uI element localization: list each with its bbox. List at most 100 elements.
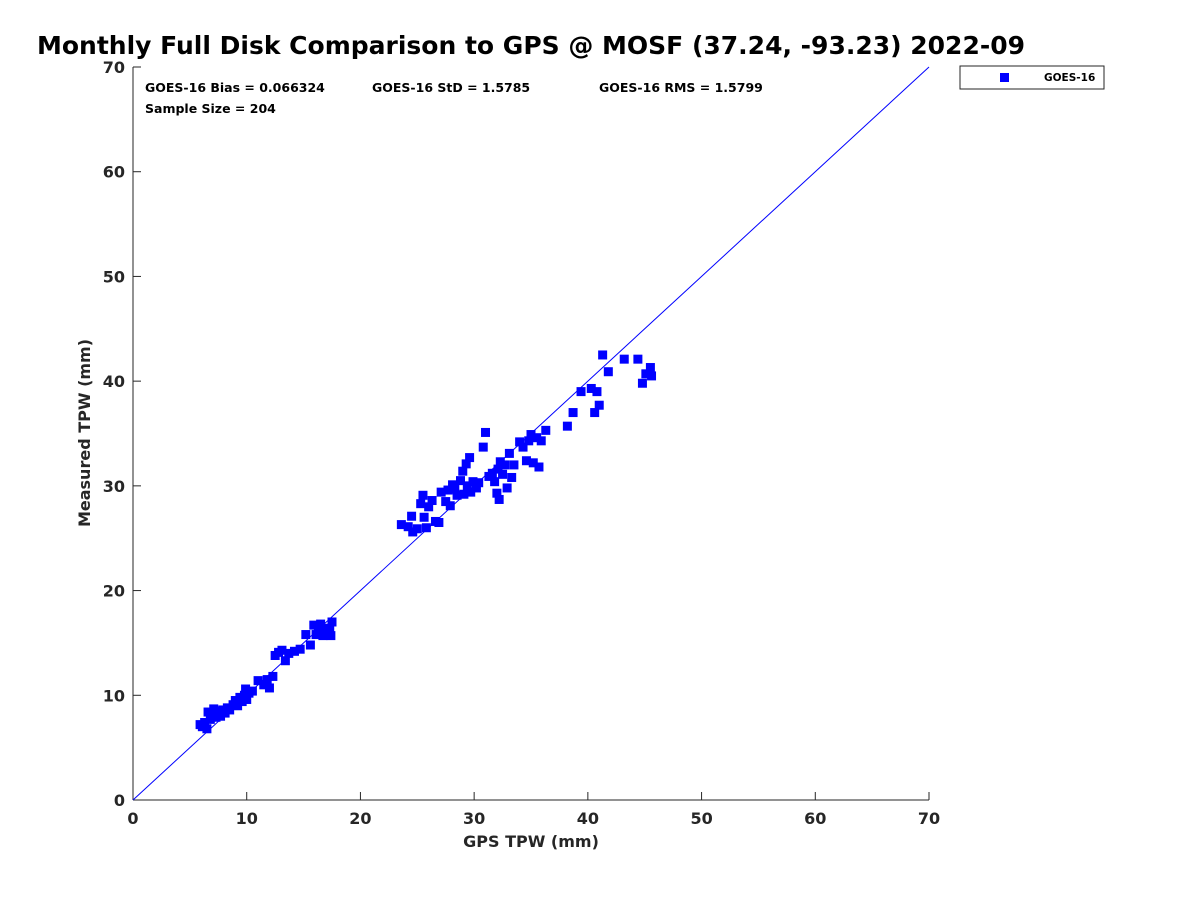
- y-tick-label: 30: [103, 477, 125, 496]
- data-point: [474, 478, 484, 488]
- data-point: [216, 711, 226, 721]
- data-point: [262, 675, 272, 685]
- data-point: [502, 483, 512, 493]
- data-point: [305, 640, 315, 650]
- bias-annotation: GOES-16 Bias = 0.066324: [145, 80, 325, 95]
- data-point: [526, 430, 536, 440]
- std-annotation: GOES-16 StD = 1.5785: [372, 80, 530, 95]
- data-point: [202, 724, 212, 734]
- data-point: [562, 421, 572, 431]
- legend-label: GOES-16: [1044, 72, 1095, 84]
- y-tick-label: 10: [103, 686, 125, 705]
- y-tick-label: 50: [103, 267, 125, 286]
- data-point: [528, 458, 538, 468]
- x-tick-label: 40: [577, 809, 599, 828]
- data-point: [445, 501, 455, 511]
- data-point: [532, 433, 542, 443]
- data-point: [320, 623, 330, 633]
- data-point: [534, 462, 544, 472]
- data-point: [458, 466, 468, 476]
- data-point: [576, 387, 586, 397]
- data-point: [495, 457, 505, 467]
- data-point: [230, 696, 240, 706]
- x-tick-label: 30: [463, 809, 485, 828]
- y-ticks: 0 10 20 30 40 50 60 70: [103, 58, 141, 810]
- data-point: [450, 484, 460, 494]
- data-point: [455, 476, 465, 486]
- data-point: [205, 714, 215, 724]
- data-point: [452, 490, 462, 500]
- data-point: [637, 378, 647, 388]
- data-point: [459, 489, 469, 499]
- data-point: [500, 460, 510, 470]
- data-point: [259, 680, 269, 690]
- data-point: [515, 437, 525, 447]
- data-point: [568, 408, 578, 418]
- data-point: [434, 518, 444, 528]
- data-point: [225, 705, 235, 715]
- data-point: [586, 383, 596, 393]
- data-point: [465, 453, 475, 463]
- x-tick-label: 70: [918, 809, 940, 828]
- x-tick-label: 0: [127, 809, 138, 828]
- data-point: [619, 354, 629, 364]
- data-point: [408, 527, 418, 537]
- data-point: [242, 694, 252, 704]
- data-point: [284, 648, 294, 658]
- data-points: [195, 350, 657, 734]
- data-point: [326, 631, 336, 641]
- data-point: [641, 369, 651, 379]
- data-point: [466, 487, 476, 497]
- data-point: [309, 620, 319, 630]
- rms-annotation: GOES-16 RMS = 1.5799: [599, 80, 763, 95]
- x-tick-label: 20: [349, 809, 371, 828]
- data-point: [424, 502, 434, 512]
- data-point: [493, 464, 503, 474]
- data-point: [471, 483, 481, 493]
- data-point: [264, 683, 274, 693]
- data-point: [318, 631, 328, 641]
- data-point: [403, 522, 413, 532]
- data-point: [237, 697, 247, 707]
- x-tick-label: 50: [690, 809, 712, 828]
- data-point: [427, 496, 437, 506]
- data-point: [507, 472, 517, 482]
- legend-marker: [1000, 73, 1009, 82]
- data-point: [504, 448, 514, 458]
- data-point: [487, 468, 497, 478]
- data-point: [253, 676, 263, 686]
- data-point: [518, 442, 528, 452]
- data-point: [541, 425, 551, 435]
- chart-title: Monthly Full Disk Comparison to GPS @ MO…: [37, 31, 1025, 60]
- data-point: [203, 707, 213, 717]
- data-point: [436, 487, 446, 497]
- data-point: [316, 619, 326, 629]
- data-point: [289, 646, 299, 656]
- data-point: [327, 617, 337, 627]
- x-tick-label: 60: [804, 809, 826, 828]
- data-point: [468, 477, 478, 487]
- data-point: [421, 523, 431, 533]
- y-tick-label: 60: [103, 163, 125, 182]
- data-point: [645, 363, 655, 373]
- data-point: [213, 706, 223, 716]
- data-point: [268, 671, 278, 681]
- data-point: [478, 442, 488, 452]
- data-point: [647, 371, 657, 381]
- data-point: [418, 490, 428, 500]
- x-ticks: 0 10 20 30 40 50 60 70: [127, 792, 940, 828]
- data-point: [494, 494, 504, 504]
- data-point: [416, 499, 426, 509]
- data-point: [277, 645, 287, 655]
- data-point: [461, 459, 471, 469]
- data-point: [443, 485, 453, 495]
- data-point: [598, 350, 608, 360]
- data-point: [498, 469, 508, 479]
- x-axis-label: GPS TPW (mm): [463, 832, 599, 851]
- data-point: [592, 387, 602, 397]
- legend-box: [959, 65, 1105, 90]
- data-point: [594, 400, 604, 410]
- data-point: [603, 367, 613, 377]
- data-point: [407, 511, 417, 521]
